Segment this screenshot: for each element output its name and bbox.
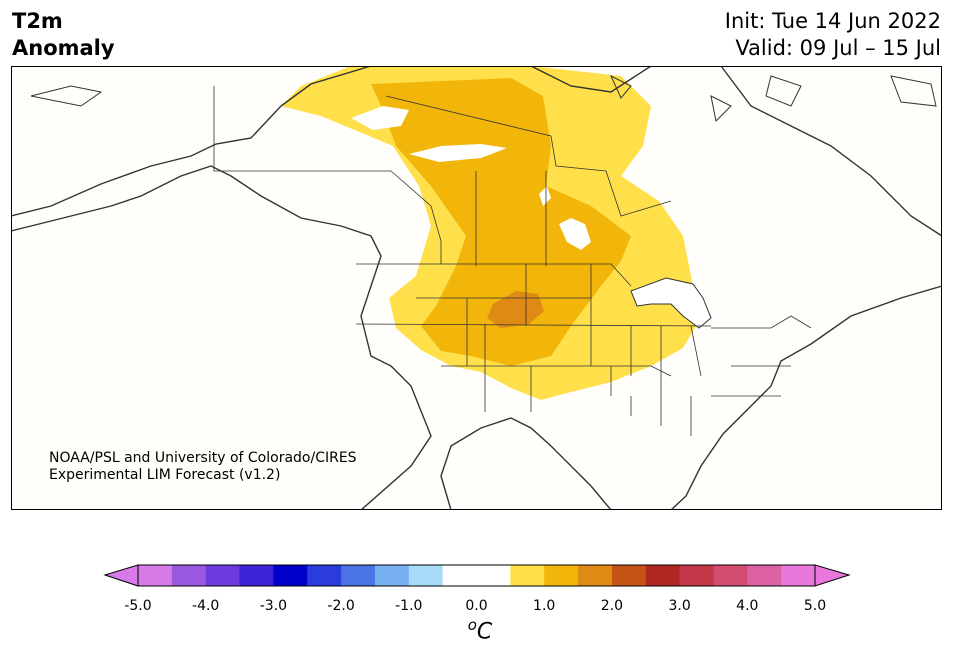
great-lakes [630,277,712,329]
colorbar-under-triangle [103,564,139,587]
title-line-2: Anomaly [12,36,115,60]
colorbar-tick-label: 3.0 [668,598,691,614]
colorbar-cell [645,565,681,586]
map-frame [11,66,942,510]
ice-patch [351,106,409,130]
title-line-1: T2m [12,9,63,33]
credit-text: NOAA/PSL and University of Colorado/CIRE… [49,450,357,484]
colorbar-tick-label: 0.0 [465,598,488,614]
colorbar-tick-label: -4.0 [192,598,220,614]
colorbar-cell [544,565,579,586]
anomaly-region-dark [487,291,544,328]
colorbar-cell [442,565,477,586]
colorbar [103,564,851,587]
colorbar-tick-label: 4.0 [736,598,759,614]
colorbar-tick-label: 5.0 [803,598,827,614]
colorbar-cell [341,565,376,586]
colorbar-cell [578,565,613,586]
colorbar-frame [137,564,816,587]
lake [539,186,551,206]
colorbar-cell [138,565,173,586]
colorbar-cell [273,565,308,586]
unit-label: oC [460,616,500,644]
colorbar-cell [476,565,511,586]
anomaly-map [11,66,942,510]
coastline [11,66,942,510]
state-borders [213,86,812,436]
colorbar-cell [307,565,342,586]
colorbar-tick-label: 1.0 [533,598,556,614]
unit-degree: o [467,616,477,634]
colorbar-cell [205,565,241,586]
valid-range: Valid: 09 Jul – 15 Jul [735,36,941,60]
colorbar-cell [510,565,545,586]
colorbar-cell [611,565,647,586]
unit-c: C [476,619,493,645]
lake [559,218,591,250]
colorbar-tick-labels: -5.0 -4.0 -3.0 -2.0 -1.0 0.0 1.0 2.0 3.0 4.0 5.0 [0,598,953,616]
colorbar-cell [171,565,207,586]
colorbar-tick-label: -2.0 [327,598,355,614]
colorbar-cell [781,565,816,586]
map-title: T2m Anomaly [12,8,115,62]
colorbar-tick-label: -1.0 [395,598,423,614]
colorbar-cell [679,565,714,586]
credit-line-2: Experimental LIM Forecast (v1.2) [49,467,281,483]
colorbar-cell [374,565,410,586]
colorbar-cell [239,565,274,586]
credit-line-1: NOAA/PSL and University of Colorado/CIRE… [49,450,357,466]
colorbar-tick-label: -5.0 [124,598,152,614]
colorbar-tick-label: 2.0 [600,598,624,614]
colorbar-tick-label: -3.0 [259,598,288,614]
init-date: Init: Tue 14 Jun 2022 [724,9,941,33]
arctic-islands [30,74,937,123]
ice-patch [409,144,507,162]
colorbar-cell [747,565,782,586]
colorbar-cell [408,565,444,586]
forecast-dates: Init: Tue 14 Jun 2022 Valid: 09 Jul – 15… [725,8,941,62]
colorbar-over-triangle [814,564,851,587]
colorbar-cell [713,565,748,586]
